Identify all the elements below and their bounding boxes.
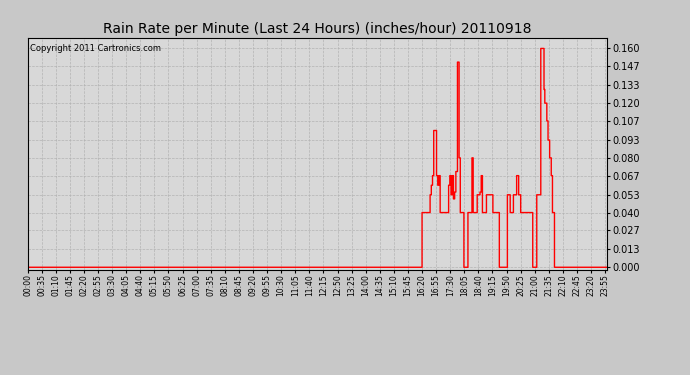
Title: Rain Rate per Minute (Last 24 Hours) (inches/hour) 20110918: Rain Rate per Minute (Last 24 Hours) (in… xyxy=(103,22,532,36)
Text: Copyright 2011 Cartronics.com: Copyright 2011 Cartronics.com xyxy=(30,45,161,54)
